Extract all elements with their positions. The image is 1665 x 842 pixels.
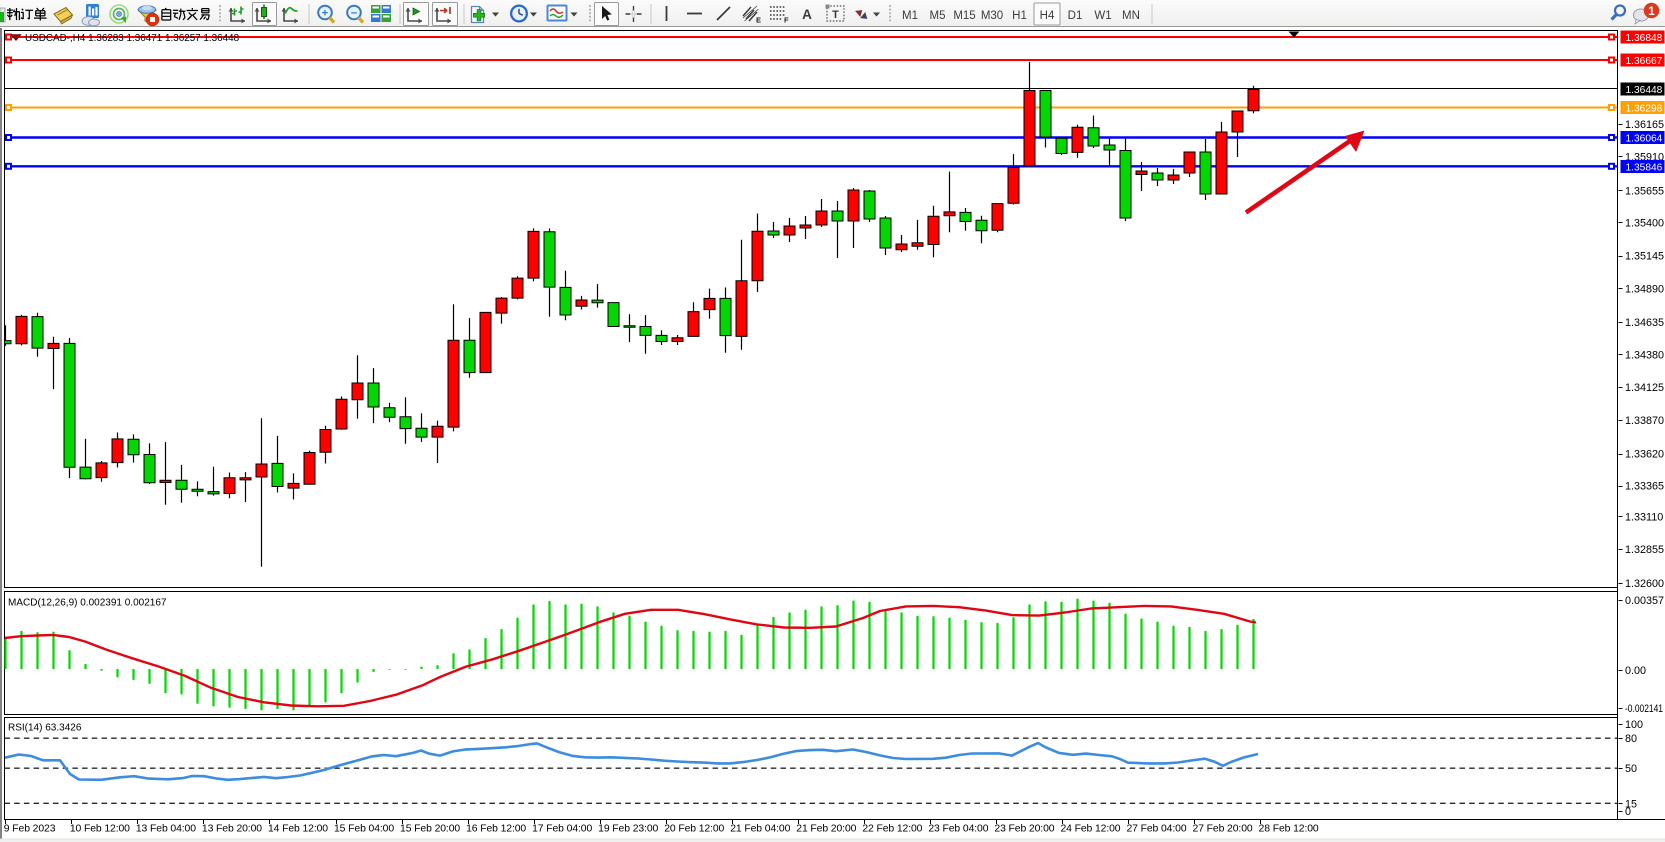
svg-text:1.35400: 1.35400 (1625, 218, 1664, 230)
svg-text:1.33870: 1.33870 (1625, 415, 1664, 427)
svg-text:F: F (784, 16, 789, 25)
svg-text:1: 1 (1648, 4, 1655, 18)
svg-text:19 Feb 23:00: 19 Feb 23:00 (598, 824, 658, 835)
svg-text:MN: MN (1122, 10, 1140, 22)
svg-text:1.34890: 1.34890 (1625, 284, 1664, 296)
svg-text:MACD(12,26,9) 0.002391 0.00216: MACD(12,26,9) 0.002391 0.002167 (8, 598, 167, 609)
svg-text:17 Feb 04:00: 17 Feb 04:00 (532, 824, 592, 835)
svg-text:1.33365: 1.33365 (1625, 481, 1664, 493)
svg-text:H4: H4 (1040, 10, 1055, 22)
svg-text:100: 100 (1625, 719, 1643, 731)
svg-text:28 Feb 12:00: 28 Feb 12:00 (1259, 824, 1319, 835)
svg-text:15 Feb 20:00: 15 Feb 20:00 (400, 824, 460, 835)
svg-text:-0.002141: -0.002141 (1625, 703, 1663, 715)
svg-text:21 Feb 20:00: 21 Feb 20:00 (796, 824, 856, 835)
svg-text:M1: M1 (902, 10, 918, 22)
svg-text:M5: M5 (930, 10, 946, 22)
svg-text:+: + (322, 8, 328, 20)
svg-text:13 Feb 04:00: 13 Feb 04:00 (136, 824, 196, 835)
svg-text:23 Feb 20:00: 23 Feb 20:00 (994, 824, 1054, 835)
svg-text:1.36667: 1.36667 (1626, 56, 1663, 67)
svg-text:1.35655: 1.35655 (1625, 186, 1664, 198)
svg-text:−: − (351, 8, 357, 20)
svg-text:A: A (802, 7, 812, 22)
svg-text:1.34635: 1.34635 (1625, 317, 1664, 329)
svg-text:1.35846: 1.35846 (1626, 162, 1663, 173)
svg-text:23 Feb 04:00: 23 Feb 04:00 (928, 824, 988, 835)
svg-text:D1: D1 (1068, 10, 1083, 22)
svg-text:9 Feb 2023: 9 Feb 2023 (4, 824, 56, 835)
svg-text:1.36448: 1.36448 (1626, 85, 1663, 96)
svg-text:24 Feb 12:00: 24 Feb 12:00 (1060, 824, 1120, 835)
svg-text:14 Feb 12:00: 14 Feb 12:00 (268, 824, 328, 835)
svg-text:21 Feb 04:00: 21 Feb 04:00 (730, 824, 790, 835)
svg-text:T: T (832, 9, 839, 21)
svg-text:0.00: 0.00 (1625, 665, 1646, 677)
svg-text:1.34125: 1.34125 (1625, 382, 1664, 394)
svg-text:E: E (756, 16, 761, 25)
svg-text:13 Feb 20:00: 13 Feb 20:00 (202, 824, 262, 835)
svg-text:1.35145: 1.35145 (1625, 251, 1664, 263)
svg-text:1.33620: 1.33620 (1625, 449, 1664, 461)
svg-text:16 Feb 12:00: 16 Feb 12:00 (466, 824, 526, 835)
svg-text:1.33110: 1.33110 (1625, 512, 1663, 524)
svg-text:22 Feb 12:00: 22 Feb 12:00 (862, 824, 922, 835)
svg-text:USDCAD-,H4 1.36283 1.36471 1.: USDCAD-,H4 1.36283 1.36471 1.36257 1.364… (25, 33, 240, 44)
svg-text:27 Feb 04:00: 27 Feb 04:00 (1126, 824, 1186, 835)
svg-text:H1: H1 (1012, 10, 1027, 22)
svg-text:10 Feb 12:00: 10 Feb 12:00 (70, 824, 130, 835)
svg-text:M30: M30 (981, 10, 1003, 22)
svg-text:W1: W1 (1094, 10, 1111, 22)
svg-text:RSI(14) 63.3426: RSI(14) 63.3426 (8, 723, 82, 734)
svg-text:M15: M15 (953, 10, 975, 22)
svg-text:27 Feb 20:00: 27 Feb 20:00 (1193, 824, 1253, 835)
svg-text:20 Feb 12:00: 20 Feb 12:00 (664, 824, 724, 835)
svg-text:1.36848: 1.36848 (1626, 33, 1663, 44)
svg-text:0.00357: 0.00357 (1625, 595, 1664, 607)
svg-text:80: 80 (1625, 733, 1637, 745)
svg-text:1.36298: 1.36298 (1626, 103, 1663, 114)
svg-text:1.36064: 1.36064 (1626, 133, 1663, 144)
svg-text:0: 0 (1625, 806, 1631, 818)
svg-text:50: 50 (1625, 763, 1637, 775)
svg-text:15: 15 (1625, 798, 1637, 810)
svg-text:1.36165: 1.36165 (1625, 119, 1664, 131)
svg-text:1.34380: 1.34380 (1625, 350, 1664, 362)
svg-text:15 Feb 04:00: 15 Feb 04:00 (334, 824, 394, 835)
svg-text:1.32855: 1.32855 (1625, 544, 1664, 556)
svg-text:1.32600: 1.32600 (1625, 578, 1664, 590)
